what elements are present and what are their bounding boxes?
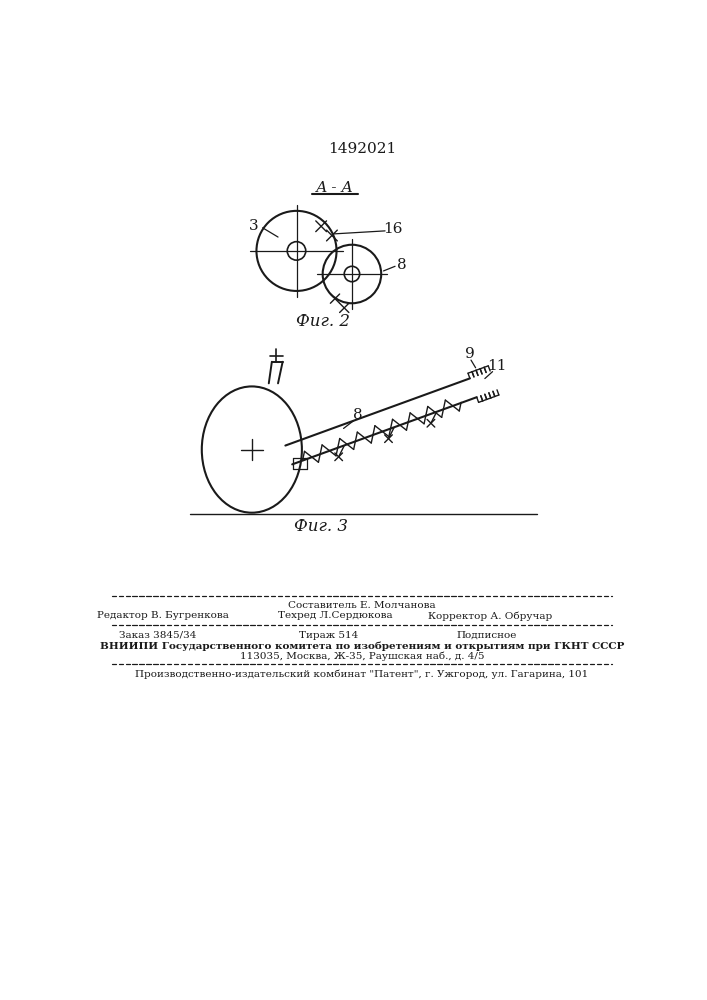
Text: Заказ 3845/34: Заказ 3845/34 xyxy=(119,631,197,640)
Text: ВНИИПИ Государственного комитета по изобретениям и открытиям при ГКНТ СССР: ВНИИПИ Государственного комитета по изоб… xyxy=(100,641,624,651)
Text: Техред Л.Сердюкова: Техред Л.Сердюкова xyxy=(278,611,392,620)
Text: Составитель Е. Молчанова: Составитель Е. Молчанова xyxy=(288,601,436,610)
Text: 16: 16 xyxy=(383,222,402,236)
Text: 9: 9 xyxy=(464,347,474,361)
Text: 11: 11 xyxy=(486,359,506,373)
Text: Корректор А. Обручар: Корректор А. Обручар xyxy=(428,611,553,621)
Text: 8: 8 xyxy=(397,258,407,272)
Text: Производственно-издательский комбинат "Патент", г. Ужгород, ул. Гагарина, 101: Производственно-издательский комбинат "П… xyxy=(135,670,588,679)
Text: Редактор В. Бугренкова: Редактор В. Бугренкова xyxy=(98,611,229,620)
Text: 8: 8 xyxy=(353,408,362,422)
Text: 3: 3 xyxy=(249,219,258,233)
Text: Подписное: Подписное xyxy=(457,631,517,640)
Text: 1492021: 1492021 xyxy=(328,142,396,156)
Text: А - А: А - А xyxy=(316,181,354,195)
Text: Тираж 514: Тираж 514 xyxy=(299,631,358,640)
Text: Фиг. 3: Фиг. 3 xyxy=(294,518,348,535)
Text: Фиг. 2: Фиг. 2 xyxy=(296,313,350,330)
Text: 113035, Москва, Ж-35, Раушская наб., д. 4/5: 113035, Москва, Ж-35, Раушская наб., д. … xyxy=(240,651,484,661)
